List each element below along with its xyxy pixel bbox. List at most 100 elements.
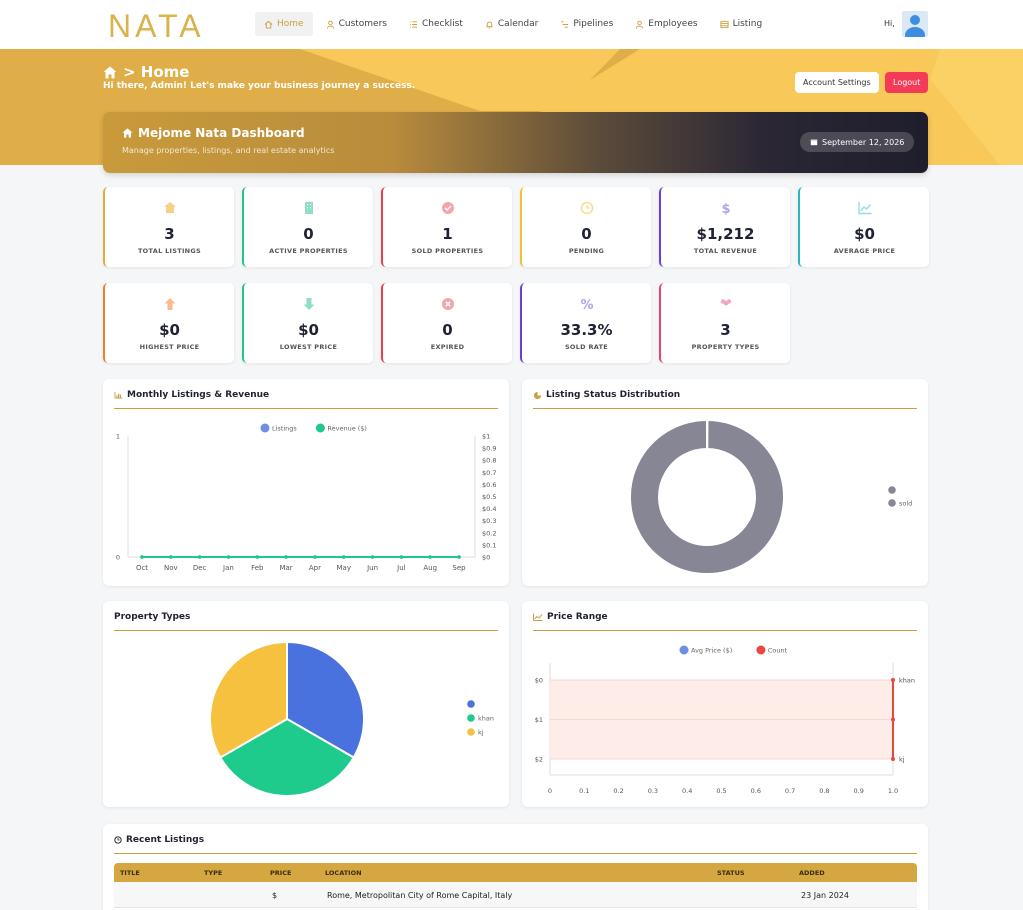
avatar-head xyxy=(910,15,920,25)
y-right-tick-label: $0.5 xyxy=(482,493,496,501)
table-row[interactable]: $ Rome, Metropolitan City of Rome Capita… xyxy=(114,882,917,908)
data-point xyxy=(226,555,231,559)
avatar[interactable] xyxy=(902,11,928,37)
x-tick-label: 0.2 xyxy=(613,787,623,795)
data-point xyxy=(341,555,346,559)
check-circle-icon xyxy=(383,201,512,217)
x-tick-label: 0.7 xyxy=(785,787,795,795)
y-right-tick-label: $0.9 xyxy=(482,445,496,453)
logout-button[interactable]: Logout xyxy=(885,72,929,93)
bell-icon xyxy=(486,21,493,29)
building-icon xyxy=(244,201,373,217)
data-point xyxy=(891,757,895,761)
stat-card-total-listings: 3 TOTAL LISTINGS xyxy=(103,187,234,267)
nav-item-listing[interactable]: Listing xyxy=(711,12,772,36)
data-point xyxy=(370,555,375,559)
divider xyxy=(114,408,498,409)
y-right-tick-label: $0.3 xyxy=(482,517,496,525)
nav-item-home[interactable]: Home xyxy=(255,12,313,36)
stat-label: TOTAL LISTINGS xyxy=(137,247,202,255)
stat-label: TOTAL REVENUE xyxy=(693,247,758,255)
legend-swatch xyxy=(888,486,896,494)
stat-value: 1 xyxy=(442,225,453,243)
y-right-tick-label: $0.2 xyxy=(482,529,496,537)
pie-chart-icon xyxy=(533,391,542,399)
percent-icon: % xyxy=(522,297,651,313)
nav-item-employees[interactable]: Employees xyxy=(626,12,706,36)
donut-slice xyxy=(629,418,785,575)
x-tick-label: Feb xyxy=(251,564,264,572)
y-right-tick-label: $1 xyxy=(482,433,490,441)
column-added[interactable]: ADDED xyxy=(799,869,825,877)
panel-title: Property Types xyxy=(114,612,190,622)
user-icon xyxy=(326,20,334,29)
divider xyxy=(114,630,498,631)
x-tick-label: 0.9 xyxy=(854,787,864,795)
stat-value: 0 xyxy=(303,225,314,243)
clock-icon xyxy=(522,201,651,217)
divider xyxy=(114,853,917,854)
stat-value: 3 xyxy=(164,225,175,243)
divider xyxy=(533,630,917,631)
account-settings-button[interactable]: Account Settings xyxy=(795,72,879,93)
stat-value: $1,212 xyxy=(696,225,755,243)
x-tick-label: 0.8 xyxy=(819,787,829,795)
dollar-icon: $ xyxy=(661,201,790,217)
nav-item-customers[interactable]: Customers xyxy=(317,12,396,36)
monthly-line-chart: Listings Revenue ($) 0 1 $0 $0.1 $0.2 $0.3 $0.4 $… xyxy=(116,423,496,572)
column-price[interactable]: PRICE xyxy=(270,869,292,877)
column-title[interactable]: TITLE xyxy=(120,869,140,877)
y-right-tick-label: $0.4 xyxy=(482,505,496,513)
column-type[interactable]: TYPE xyxy=(204,869,223,877)
column-location[interactable]: LOCATION xyxy=(325,869,362,877)
stat-value: $0 xyxy=(854,225,875,243)
data-point xyxy=(399,555,404,559)
divider xyxy=(533,408,917,409)
pie-slice xyxy=(209,640,288,759)
breadcrumb-label: > Home xyxy=(123,63,190,81)
home-icon[interactable] xyxy=(103,66,117,79)
stat-label: ACTIVE PROPERTIES xyxy=(269,247,348,255)
x-circle-icon xyxy=(383,297,512,313)
panel-title: Monthly Listings & Revenue xyxy=(114,390,269,400)
stat-value: 0 xyxy=(581,225,592,243)
nav-item-calendar[interactable]: Calendar xyxy=(476,12,547,36)
nav-item-label: Pipelines xyxy=(573,19,614,29)
data-point xyxy=(457,555,461,559)
chart-line-icon xyxy=(533,613,543,621)
bar-chart-icon xyxy=(114,391,123,399)
y-right-tick-label: $0.6 xyxy=(482,481,496,489)
panel-title: Listing Status Distribution xyxy=(533,390,680,400)
column-status[interactable]: STATUS xyxy=(717,869,745,877)
brand-logo[interactable]: NATA xyxy=(108,8,205,44)
table-header: TITLE TYPE PRICE LOCATION STATUS ADDED xyxy=(114,863,917,882)
x-tick-label: Jul xyxy=(396,564,406,572)
clock-icon xyxy=(114,836,122,844)
status-donut-chart: sold xyxy=(629,418,912,575)
legend-swatch xyxy=(315,423,325,433)
panel-title: Price Range xyxy=(533,612,608,622)
pie-slice xyxy=(218,717,356,797)
stat-label: LOWEST PRICE xyxy=(279,343,338,351)
data-point xyxy=(891,717,895,722)
x-tick-label: Dec xyxy=(193,564,207,572)
nav-item-pipelines[interactable]: Pipelines xyxy=(551,12,622,36)
pipeline-icon xyxy=(561,20,569,28)
arrow-down-icon xyxy=(244,297,373,313)
banner-title: Mejome Nata Dashboard xyxy=(122,126,305,140)
nav-item-checklist[interactable]: Checklist xyxy=(400,12,472,36)
x-tick-label: Jun xyxy=(366,564,378,572)
date-badge: September 12, 2026 xyxy=(800,132,915,152)
legend-swatch xyxy=(756,645,766,655)
x-tick-label: Jan xyxy=(222,564,234,572)
legend-label: sold xyxy=(899,500,912,508)
nav-item-label: Customers xyxy=(338,19,387,29)
legend-label: Avg Price ($) xyxy=(691,647,732,655)
x-tick-label: Oct xyxy=(136,564,148,572)
pie-slice xyxy=(286,640,365,759)
panel-title-text: Property Types xyxy=(114,612,191,622)
table-icon xyxy=(720,20,729,28)
data-point xyxy=(197,555,202,559)
legend-label: Listings xyxy=(272,425,297,433)
chart-line-icon xyxy=(800,201,929,217)
